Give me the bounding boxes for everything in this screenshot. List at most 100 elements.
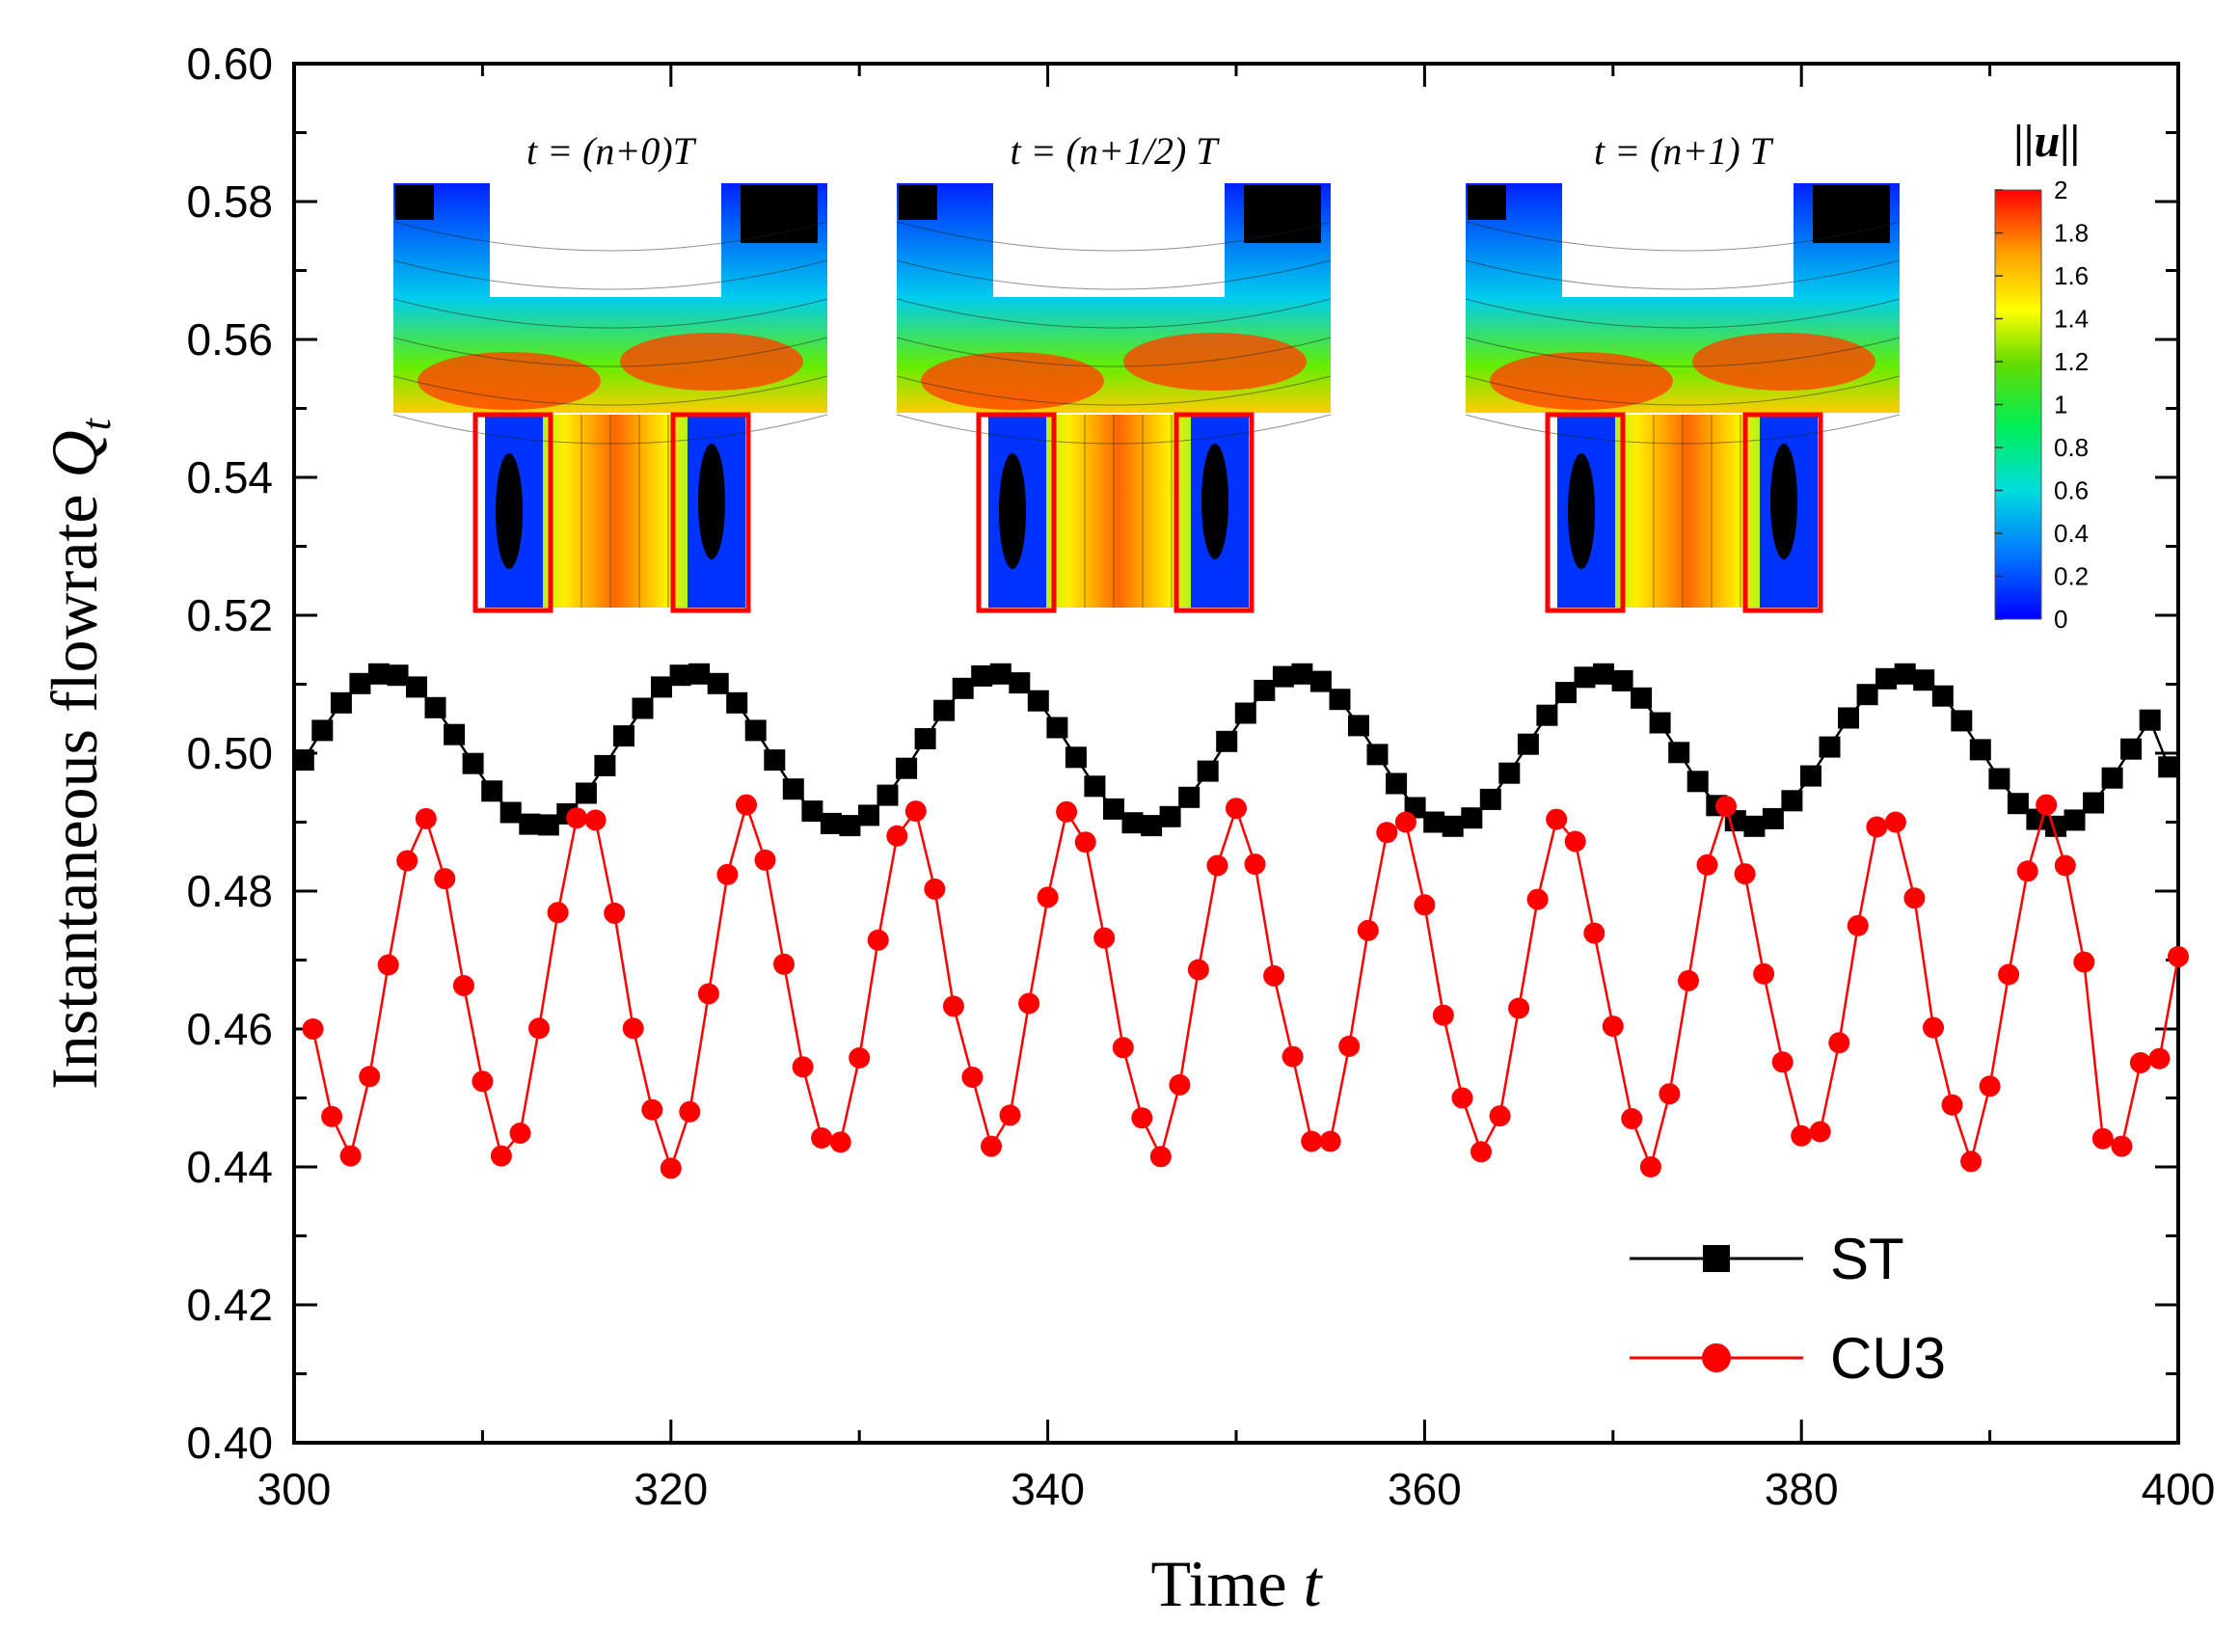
cu3-point: [584, 809, 607, 831]
cu3-point: [1414, 894, 1436, 916]
cu3-point: [1847, 914, 1869, 936]
cu3-point: [509, 1123, 531, 1144]
st-point: [1762, 807, 1784, 829]
cu3-point: [2168, 945, 2189, 967]
cu3-point: [811, 1127, 833, 1149]
inset-title: t = (n+1) T: [1594, 129, 1774, 173]
inset-highlight-box: [472, 412, 553, 613]
st-point: [952, 677, 974, 699]
inset-highlight-box: [1173, 412, 1254, 613]
st-point: [1593, 663, 1614, 685]
st-point: [1649, 712, 1671, 734]
cu3-point: [1866, 816, 1888, 838]
cu3-point: [1093, 927, 1116, 949]
inset-vortex: [899, 185, 937, 220]
st-point: [1631, 687, 1653, 709]
legend-cu3-marker: [1702, 1343, 1731, 1372]
st-point: [1668, 742, 1690, 764]
st-point: [1536, 704, 1558, 726]
st-point: [1969, 739, 1991, 761]
st-point: [1254, 679, 1276, 701]
st-point: [349, 672, 371, 694]
cu3-point: [1884, 811, 1906, 833]
cu3-point: [904, 800, 927, 823]
cu3-point: [1903, 887, 1926, 909]
colorbar-tick-label: 0.6: [2054, 476, 2089, 505]
st-point: [1121, 812, 1144, 834]
inset-vortex: [1201, 444, 1228, 559]
cu3-point: [1791, 1124, 1813, 1147]
cu3-point: [641, 1098, 663, 1121]
y-tick-label: 0.60: [186, 39, 273, 89]
cu3-point: [773, 953, 795, 975]
st-point: [311, 719, 334, 742]
cu3-point: [1960, 1151, 1983, 1173]
st-point: [669, 664, 691, 687]
inset-jet: [418, 352, 601, 410]
inset-jet: [921, 352, 1104, 410]
cu3-point: [1508, 997, 1530, 1019]
y-tick-label: 0.42: [186, 1280, 273, 1330]
st-point: [764, 749, 786, 772]
st-point: [782, 778, 804, 800]
st-point: [651, 676, 672, 698]
series-line: [302, 672, 2171, 828]
cu3-point: [1281, 1045, 1304, 1068]
colorbar-tick-label: 2: [2054, 176, 2067, 204]
cu3-point: [736, 794, 757, 816]
st-point: [1141, 815, 1163, 837]
st-point: [971, 664, 993, 687]
cu3-point: [1338, 1035, 1361, 1057]
st-point: [632, 697, 654, 719]
inset-vortex: [698, 444, 725, 559]
cu3-point: [1753, 962, 1775, 985]
st-point: [820, 812, 842, 834]
st-point: [1178, 786, 1200, 808]
st-point: [1461, 807, 1483, 829]
cu3-point: [1696, 853, 1718, 876]
st-point: [1800, 765, 1821, 787]
cu3-point: [1226, 798, 1247, 820]
st-point: [1555, 682, 1577, 704]
cu3-point: [1979, 1075, 2001, 1097]
colorbar-title: ||u||: [2014, 116, 2081, 167]
cu3-point: [1018, 992, 1040, 1015]
y-tick-label: 0.50: [186, 728, 273, 778]
st-point: [2064, 809, 2086, 831]
cu3-point: [1451, 1087, 1473, 1109]
colorbar: ||u|| 2 1.8 1.6 1.4 1.2 1 0.8 0.6 0.4 0.2 0: [1994, 116, 2089, 634]
st-point: [424, 696, 446, 718]
cu3-point: [321, 1105, 343, 1127]
inset-streamline: [1465, 259, 1901, 290]
cu3-point: [1941, 1094, 1963, 1116]
cu3-point: [1715, 796, 1737, 818]
cu3-point: [849, 1047, 871, 1069]
y-axis-title: Instantaneous flowrate Qt: [38, 417, 120, 1090]
colorbar-tick-label: 1.4: [2054, 305, 2089, 334]
cu3-point: [1659, 1083, 1681, 1105]
cu3-point: [716, 863, 739, 885]
cu3-point: [697, 983, 719, 1005]
st-point: [462, 752, 484, 774]
st-point: [744, 719, 767, 742]
inset-flow-field: t = (n+1/2) T: [896, 129, 1332, 613]
legend-st-marker: [1703, 1245, 1730, 1272]
inset-vortex: [999, 453, 1026, 569]
inset-streamline: [392, 259, 828, 290]
flow-field-insets: t = (n+0)T t = (n+1/2) T t = (n+1) T: [392, 129, 1901, 613]
cu3-point: [2129, 1052, 2151, 1073]
cu3-point: [415, 807, 437, 829]
st-point: [1084, 775, 1106, 798]
y-tick-label: 0.56: [186, 314, 273, 365]
st-point: [1272, 665, 1294, 688]
inset-streamline: [896, 375, 1332, 406]
inset-streamline: [1465, 375, 1901, 406]
st-point: [1366, 744, 1389, 766]
inset-highlight-box: [670, 412, 751, 613]
st-point: [839, 815, 861, 837]
colorbar-tick-label: 1: [2054, 391, 2067, 420]
st-point: [2007, 793, 2029, 815]
st-point: [1197, 760, 1219, 782]
st-point: [1027, 690, 1049, 712]
inset-flow-field: t = (n+1) T: [1465, 129, 1901, 613]
